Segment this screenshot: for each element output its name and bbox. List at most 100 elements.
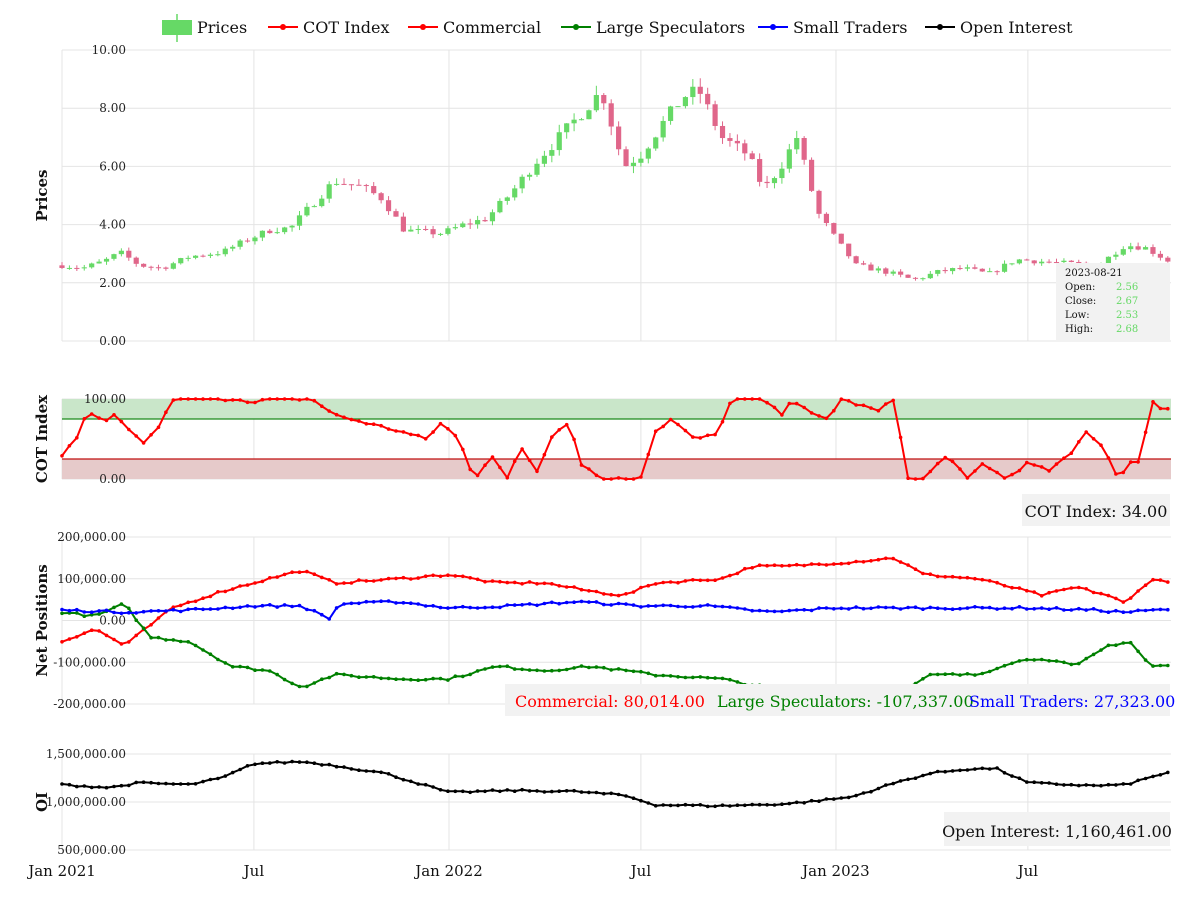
net-commercial-line-point: [320, 575, 324, 580]
x-tick-label: Jul: [629, 862, 652, 880]
open-interest-line-point: [178, 782, 183, 786]
net-commercial-line-point: [876, 557, 881, 562]
cot-index-line-point: [906, 476, 910, 481]
open-interest-line-point: [1121, 782, 1126, 786]
price-candle: [118, 248, 124, 257]
net-small_traders-line-point: [171, 607, 176, 612]
price-candle: [1150, 244, 1156, 257]
open-interest-line-point: [505, 788, 510, 792]
open-interest-line-point: [193, 782, 198, 786]
legend-item: Large Speculators: [561, 18, 745, 37]
net-commercial-line-point: [230, 587, 235, 591]
net-large_specs-line-point: [1054, 659, 1059, 663]
net-tick-label: 100,000.00: [57, 572, 126, 586]
open-interest-line-point: [794, 800, 799, 805]
net-commercial-line-point: [817, 562, 821, 566]
net-small_traders-line-point: [520, 603, 524, 607]
open-interest-line-point: [616, 792, 621, 797]
cot-index-line-point: [453, 433, 458, 438]
price-candle: [586, 109, 592, 120]
net-small_traders-line-point: [290, 604, 294, 609]
cot-index-line-point: [587, 467, 591, 471]
cot-index-line-point: [364, 422, 369, 426]
candle-body: [712, 104, 718, 126]
net-small_traders-line-point: [1062, 608, 1066, 612]
net-commercial-line-point: [891, 556, 895, 561]
net-commercial-line-point: [676, 580, 680, 585]
net-commercial-line-point: [884, 556, 888, 561]
candle-body: [1150, 247, 1156, 254]
net-commercial-line-point: [505, 580, 510, 585]
net-commercial-line-point: [401, 575, 406, 580]
candle-body: [230, 246, 236, 249]
net-commercial-line-point: [260, 579, 265, 584]
net-commercial-line-point: [275, 575, 280, 579]
cot-index-line-point: [876, 408, 881, 413]
open-interest-line-point: [869, 789, 873, 794]
tooltip-field-value: 2.67: [1116, 296, 1138, 307]
cot-index-line-point: [253, 400, 257, 405]
open-interest-line-point: [728, 804, 732, 808]
net-large_specs-line-point: [935, 672, 940, 677]
net-large_specs-line-point: [320, 677, 324, 681]
candle-body: [556, 132, 562, 151]
price-candle: [348, 184, 355, 191]
candle-body: [927, 273, 933, 279]
candle-body: [1120, 249, 1126, 255]
open-interest-line-point: [201, 779, 205, 784]
net-large_specs-line-point: [527, 668, 532, 672]
price-candle: [1128, 242, 1134, 253]
price-candle: [719, 121, 726, 144]
net-large_specs-line-point: [349, 673, 354, 678]
cot-axis-title: COT Index: [33, 394, 51, 483]
open-interest-line-point: [1047, 781, 1051, 785]
cot-readout: COT Index: 34.00: [1022, 494, 1170, 526]
open-interest-line-point: [230, 770, 235, 775]
net-large_specs-line-point: [1010, 661, 1014, 666]
cot-index-line-point: [320, 404, 324, 409]
net-commercial-line-point: [646, 583, 651, 588]
price-candle: [111, 253, 117, 261]
open-interest-line-point: [846, 795, 851, 800]
price-candle: [823, 212, 830, 227]
net-small_traders-line-point: [646, 604, 651, 608]
cot-index-line-point: [869, 406, 873, 410]
net-small_traders-line-point: [320, 612, 324, 617]
cot-index-line-point: [1062, 456, 1066, 461]
net-small_traders-line-point: [935, 606, 940, 610]
open-interest-line-point: [1158, 773, 1163, 777]
cot-index-line-point: [505, 476, 510, 480]
net-small_traders-line-point: [461, 604, 465, 609]
net-large_specs-line-point: [594, 665, 599, 669]
net-small_traders-line-point: [238, 605, 242, 610]
candle-body: [964, 267, 971, 269]
net-large_specs-line-point: [550, 668, 554, 673]
net-small_traders-line-point: [928, 605, 933, 610]
open-interest-line-point: [1069, 782, 1074, 787]
cot-index-line-point: [557, 428, 561, 432]
net-large_specs-line-point: [1106, 643, 1111, 648]
net-tick-label: 200,000.00: [57, 530, 126, 544]
open-interest-line-point: [735, 803, 740, 807]
cot-index-line-point: [705, 433, 710, 438]
net-commercial-line-point: [1077, 585, 1081, 590]
legend-item: Prices: [162, 14, 247, 42]
net-commercial-line-point: [483, 579, 487, 584]
candle-body: [601, 95, 607, 104]
candle-body: [1142, 247, 1149, 250]
open-interest-line-point: [409, 779, 413, 784]
price-candle: [1105, 256, 1112, 264]
price-candle: [1016, 258, 1022, 265]
price-candle: [979, 268, 985, 272]
price-candle: [148, 265, 154, 271]
candle-body: [1024, 259, 1030, 261]
net-large_specs-line-point: [1121, 641, 1126, 645]
net-large_specs-line-point: [468, 672, 473, 677]
cot-index-line-point: [624, 477, 628, 481]
candle-body: [905, 274, 911, 278]
price-candle: [237, 238, 243, 250]
price-candle: [972, 264, 978, 270]
net-commercial-line-point: [898, 560, 903, 564]
net-large_specs-line-point: [1128, 640, 1133, 645]
